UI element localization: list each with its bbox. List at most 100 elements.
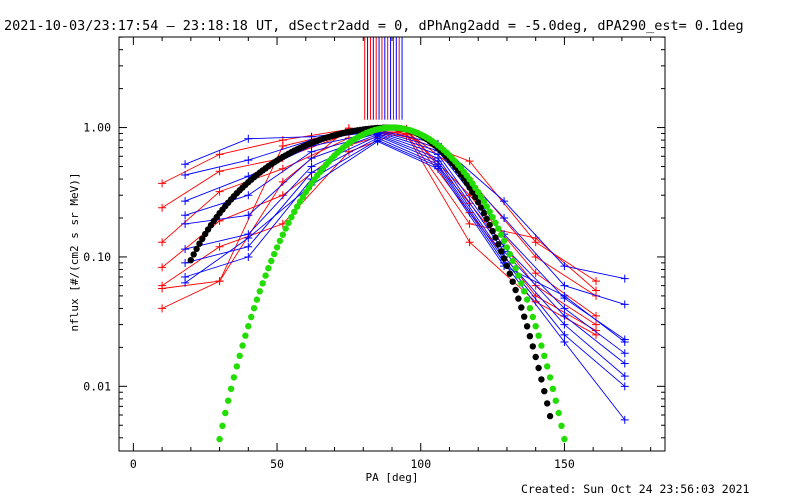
- fit-point-green: [227, 385, 235, 392]
- series-point-red: [592, 277, 601, 286]
- fit-point-green: [535, 332, 542, 339]
- series-point-red: [158, 179, 167, 188]
- fit-point-green: [271, 250, 278, 258]
- fit-point-green: [291, 208, 298, 215]
- series-point-blue: [620, 359, 629, 368]
- fit-point-black: [538, 376, 545, 383]
- series-point-blue: [560, 330, 569, 339]
- series-point-red: [592, 311, 601, 320]
- x-tick-label: 50: [270, 457, 284, 471]
- series-line-blue: [184, 133, 626, 354]
- series-point-blue: [373, 137, 382, 146]
- fit-point-black: [489, 227, 496, 235]
- fit-point-black: [506, 270, 513, 277]
- fit-point-black: [529, 343, 536, 350]
- fit-point-green: [489, 214, 496, 221]
- fit-point-green: [299, 193, 307, 200]
- fit-point-green: [279, 231, 286, 238]
- x-tick-label: 100: [410, 457, 431, 471]
- fit-point-green: [515, 272, 522, 279]
- fit-point-green: [245, 323, 252, 330]
- fit-point-green: [558, 422, 565, 429]
- series-point-blue: [244, 156, 253, 165]
- fit-point-green: [230, 374, 238, 381]
- fit-point-green: [495, 225, 502, 232]
- fit-point-green: [477, 193, 485, 200]
- y-tick-label: 1.00: [83, 121, 111, 135]
- series-line-blue: [184, 139, 626, 421]
- series-line-blue: [184, 137, 626, 387]
- fit-point-green: [506, 250, 513, 258]
- fit-point-black: [532, 353, 539, 361]
- created-timestamp: Created: Sun Oct 24 23:56:03 2021: [521, 482, 750, 496]
- series-point-red: [215, 242, 224, 251]
- fit-point-black: [492, 234, 499, 241]
- fit-point-green: [529, 313, 536, 321]
- series-point-red: [158, 304, 167, 313]
- series-point-blue: [181, 278, 190, 287]
- series-point-blue: [500, 213, 509, 222]
- fit-point-green: [532, 323, 539, 330]
- fit-point-green: [509, 257, 516, 265]
- data-series: [158, 124, 629, 424]
- fit-point-black: [535, 364, 542, 372]
- fit-point-green: [480, 198, 488, 205]
- series-point-blue: [181, 170, 190, 179]
- fit-point-black: [500, 255, 508, 262]
- fit-point-green: [288, 214, 295, 221]
- series-point-red: [278, 219, 287, 228]
- y-axis-label: nflux [#/(cm2 s sr MeV)]: [68, 173, 81, 332]
- series-point-blue: [307, 154, 316, 163]
- series-line-blue: [184, 140, 626, 343]
- fit-point-green: [262, 272, 269, 279]
- fit-point-green: [512, 265, 519, 272]
- fit-point-green: [259, 280, 266, 287]
- fit-point-green: [561, 435, 568, 443]
- fit-point-green: [276, 237, 284, 245]
- series-line-blue: [185, 134, 626, 364]
- series-point-blue: [560, 338, 569, 347]
- fit-point-green: [483, 203, 490, 210]
- series-point-blue: [620, 349, 629, 358]
- fit-curves: [187, 124, 568, 443]
- series-point-blue: [620, 300, 629, 309]
- fit-point-black: [193, 245, 200, 253]
- fit-point-black: [521, 313, 528, 320]
- series-point-blue: [560, 304, 569, 313]
- fit-point-black: [509, 278, 516, 285]
- series-point-red: [465, 157, 474, 166]
- series-point-blue: [560, 320, 569, 329]
- series-point-red: [158, 203, 167, 212]
- fit-point-black: [512, 286, 519, 294]
- series-point-blue: [244, 242, 253, 251]
- series-point-red: [465, 238, 474, 247]
- fit-point-green: [285, 219, 292, 226]
- fit-point-black: [483, 215, 490, 223]
- fit-point-black: [498, 248, 505, 255]
- fit-point-black: [472, 193, 479, 201]
- series-line-blue: [184, 130, 625, 305]
- fit-point-green: [500, 237, 508, 245]
- fit-point-green: [521, 288, 528, 295]
- series-point-red: [215, 187, 224, 196]
- fit-point-green: [236, 352, 243, 359]
- fit-point-green: [233, 363, 240, 370]
- x-tick-label: 0: [130, 457, 137, 471]
- series-point-red: [158, 263, 167, 272]
- series-point-blue: [560, 281, 569, 290]
- x-axis-label: PA [deg]: [366, 471, 419, 484]
- series-point-blue: [244, 234, 253, 243]
- fit-point-green: [546, 374, 554, 381]
- series-line-red: [161, 129, 597, 317]
- series-point-blue: [620, 338, 629, 347]
- fit-point-black: [475, 199, 482, 206]
- series-point-blue: [620, 382, 629, 391]
- series-line-red: [161, 128, 597, 325]
- fit-point-green: [498, 231, 505, 238]
- fit-point-green: [294, 203, 301, 210]
- fit-point-black: [518, 304, 525, 311]
- fit-point-black: [190, 251, 197, 258]
- series-point-red: [531, 269, 540, 278]
- fit-point-green: [523, 296, 531, 303]
- fit-point-green: [250, 305, 258, 312]
